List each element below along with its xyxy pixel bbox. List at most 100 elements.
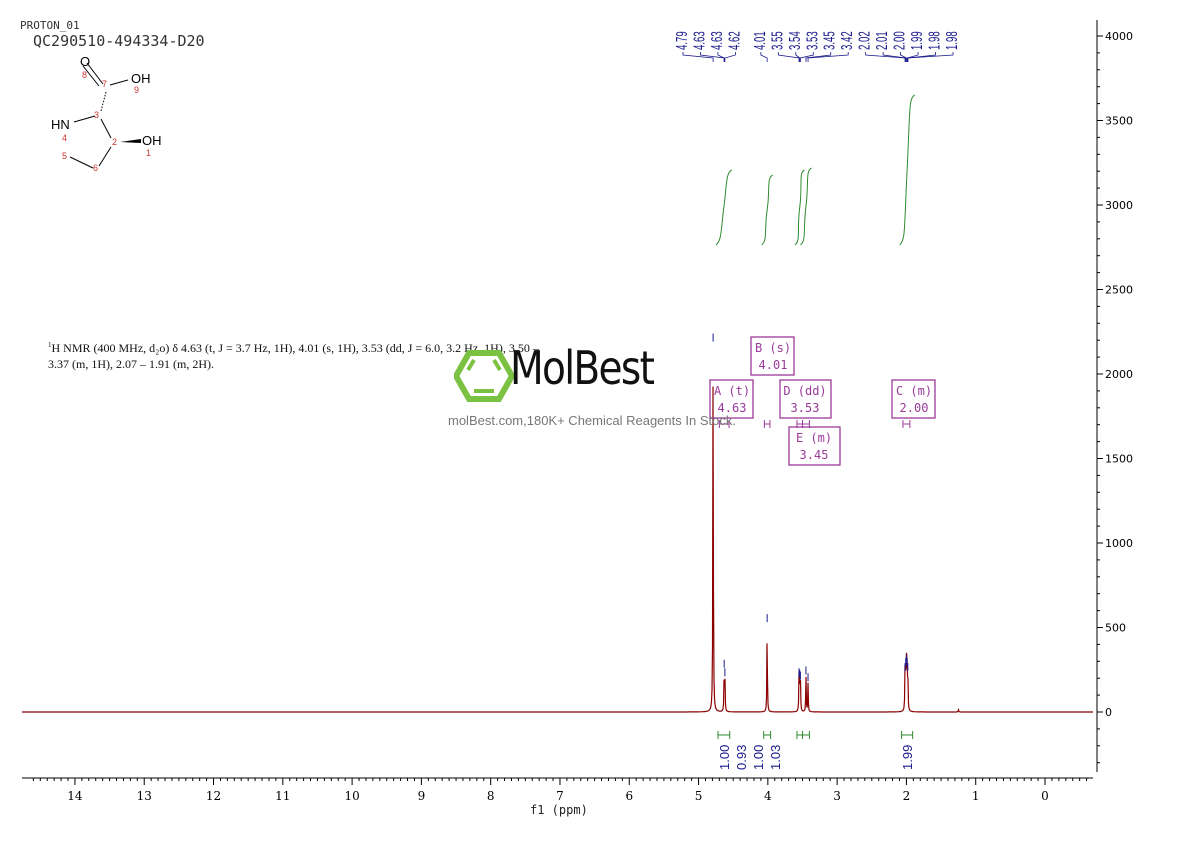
integral-value: 1.03 bbox=[768, 745, 783, 770]
peak-label: 3.55 bbox=[768, 31, 786, 50]
x-tick-label: 6 bbox=[625, 789, 633, 803]
x-tick-label: 10 bbox=[344, 789, 359, 803]
y-tick-label: 3000 bbox=[1105, 199, 1133, 212]
peak-label-leader bbox=[865, 52, 906, 62]
y-tick-label: 2000 bbox=[1105, 368, 1133, 381]
x-tick-label: 12 bbox=[206, 789, 221, 803]
peak-label: 3.54 bbox=[785, 31, 803, 50]
x-tick-label: 13 bbox=[137, 789, 152, 803]
integral-value: 1.00 bbox=[717, 745, 732, 770]
x-tick-label: 14 bbox=[67, 789, 83, 803]
atom-label: OH bbox=[131, 71, 151, 86]
peak-label-leader bbox=[906, 52, 919, 62]
y-tick-label: 1000 bbox=[1105, 537, 1133, 550]
peak-label-leader bbox=[777, 52, 800, 62]
peak-label: 3.53 bbox=[803, 31, 821, 50]
y-tick-label: 0 bbox=[1105, 706, 1112, 719]
multiplet-label: E (m) bbox=[796, 431, 832, 445]
peak-label: 2.00 bbox=[890, 31, 908, 50]
svg-text:5: 5 bbox=[62, 151, 67, 161]
benzene-logo-icon bbox=[454, 350, 514, 402]
svg-text:7: 7 bbox=[102, 79, 107, 89]
svg-text:3: 3 bbox=[94, 110, 99, 120]
multiplet-label: C (m) bbox=[896, 384, 932, 398]
y-tick-label: 3500 bbox=[1105, 115, 1133, 128]
integral-value: 1.99 bbox=[900, 745, 915, 770]
y-tick-label: 4000 bbox=[1105, 30, 1133, 43]
peak-label: 4.63 bbox=[690, 31, 708, 50]
peak-label: 3.42 bbox=[838, 31, 856, 50]
svg-text:1: 1 bbox=[146, 148, 151, 158]
svg-text:9: 9 bbox=[134, 85, 139, 95]
svg-text:8: 8 bbox=[82, 70, 87, 80]
peak-label: 4.62 bbox=[725, 31, 743, 50]
multiplet-label: A (t) bbox=[714, 384, 750, 398]
integral-curve bbox=[794, 169, 805, 246]
y-tick-label: 2500 bbox=[1105, 284, 1133, 297]
multiplet-shift: 3.53 bbox=[791, 401, 820, 415]
peak-label-leader bbox=[760, 52, 768, 62]
peak-label-leader bbox=[795, 52, 801, 62]
multiplet-shift: 4.01 bbox=[759, 358, 788, 372]
x-tick-label: 0 bbox=[1041, 789, 1049, 803]
experiment-name: PROTON_01 bbox=[20, 19, 80, 32]
peak-label-leader bbox=[800, 52, 814, 62]
multiplet-shift: 4.63 bbox=[718, 401, 747, 415]
sample-id: QC290510-494334-D20 bbox=[33, 32, 205, 50]
multiplet-box bbox=[709, 379, 754, 419]
peak-label-leader bbox=[724, 52, 736, 62]
y-tick-label: 1500 bbox=[1105, 453, 1133, 466]
spectrum-line bbox=[22, 386, 1093, 713]
peak-label: 4.63 bbox=[707, 31, 725, 50]
integral-bar bbox=[796, 731, 803, 739]
peak-label: 2.02 bbox=[855, 31, 873, 50]
multiplet-box bbox=[891, 379, 936, 419]
nmr-description: 1H NMR (400 MHz, d₂o) δ 4.63 (t, J = 3.7… bbox=[48, 341, 539, 355]
molecule-structure: O OH HN OH 8 7 9 3 4 2 1 5 6 bbox=[51, 54, 162, 173]
peak-label: 4.79 bbox=[673, 31, 691, 50]
integral-curve bbox=[761, 174, 773, 246]
svg-text:4: 4 bbox=[62, 133, 67, 143]
peak-label-leader bbox=[900, 52, 907, 62]
svg-text:6: 6 bbox=[93, 163, 98, 173]
atom-label: OH bbox=[142, 133, 162, 148]
multiplet-box bbox=[788, 426, 841, 466]
x-tick-label: 1 bbox=[972, 789, 980, 803]
integral-value: 0.93 bbox=[734, 745, 749, 770]
x-tick-label: 11 bbox=[275, 789, 290, 803]
integral-bar bbox=[801, 731, 810, 739]
integral-bar bbox=[717, 731, 731, 739]
y-tick-label: 500 bbox=[1105, 622, 1126, 635]
integral-curve bbox=[899, 94, 915, 246]
multiplet-range bbox=[718, 420, 730, 428]
x-tick-label: 7 bbox=[556, 789, 564, 803]
peak-label-leader bbox=[907, 52, 954, 62]
integral-curve bbox=[715, 169, 733, 246]
peak-label: 3.45 bbox=[820, 31, 838, 50]
integral-bar bbox=[763, 731, 772, 739]
svg-text:2: 2 bbox=[112, 137, 117, 147]
multiplet-shift: 2.00 bbox=[900, 401, 929, 415]
x-tick-label: 5 bbox=[695, 789, 703, 803]
peak-label: 1.99 bbox=[908, 31, 926, 50]
multiplet-range bbox=[902, 420, 911, 428]
peak-label: 4.01 bbox=[750, 31, 768, 50]
multiplet-shift: 3.45 bbox=[800, 448, 829, 462]
peak-label: 1.98 bbox=[925, 31, 943, 50]
integral-value: 1.00 bbox=[751, 745, 766, 770]
x-tick-label: 9 bbox=[418, 789, 426, 803]
multiplet-range bbox=[801, 420, 810, 428]
multiplet-label: D (dd) bbox=[783, 384, 826, 398]
atom-label: O bbox=[80, 54, 90, 69]
multiplet-box bbox=[750, 336, 795, 376]
peak-label-leader bbox=[805, 52, 832, 62]
peak-label-leader bbox=[807, 52, 849, 62]
x-tick-label: 4 bbox=[764, 789, 772, 803]
peak-label: 2.01 bbox=[873, 31, 891, 50]
integral-bar bbox=[901, 731, 914, 739]
integral-curve bbox=[800, 167, 812, 246]
multiplet-label: B (s) bbox=[755, 341, 791, 355]
x-axis-label: f1 (ppm) bbox=[530, 803, 588, 817]
x-tick-label: 8 bbox=[487, 789, 495, 803]
